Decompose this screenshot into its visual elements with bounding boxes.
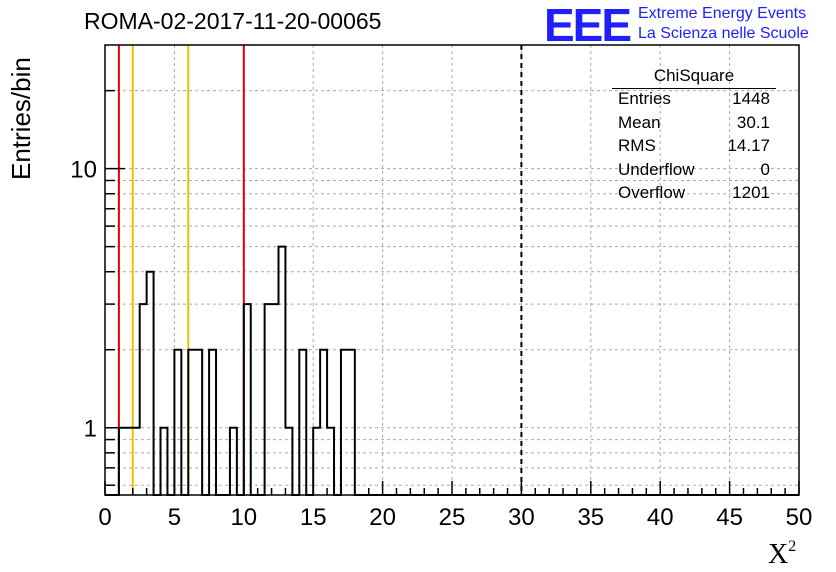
y-tick-label: 1 bbox=[84, 416, 97, 443]
x-tick-label: 5 bbox=[168, 504, 181, 531]
y-tick-label: 10 bbox=[70, 157, 97, 184]
axis-ticks bbox=[104, 89, 800, 495]
stats-box: ChiSquare Entries 1448 Mean 30.1 RMS 14.… bbox=[612, 66, 776, 207]
stats-label: Entries bbox=[618, 89, 671, 108]
x-tick-label: 25 bbox=[439, 504, 466, 531]
x-tick-label: 30 bbox=[508, 504, 535, 531]
logo-line-2: La Scienza nelle Scuole bbox=[638, 25, 809, 42]
axis-tick-labels: 0 5 10 15 20 25 30 35 40 45 50 1 10 bbox=[70, 157, 812, 531]
stats-label: Mean bbox=[618, 112, 661, 132]
eee-logo-text: Extreme Energy Events La Scienza nelle S… bbox=[638, 4, 809, 44]
stats-row-overflow: Overflow 1201 bbox=[612, 183, 776, 207]
x-tick-label: 35 bbox=[577, 504, 604, 531]
stats-label: Overflow bbox=[618, 183, 686, 202]
stats-value: 1448 bbox=[732, 89, 770, 108]
logo-line-1: Extreme Energy Events bbox=[638, 5, 807, 22]
x-tick-label: 50 bbox=[786, 504, 813, 531]
eee-logo: EEE bbox=[544, 0, 632, 51]
y-axis-label: Entries/bin bbox=[6, 57, 36, 180]
x-tick-label: 40 bbox=[647, 504, 674, 531]
stats-row-underflow: Underflow 0 bbox=[612, 160, 776, 184]
x-tick-label: 45 bbox=[716, 504, 743, 531]
stats-label: Underflow bbox=[618, 159, 695, 179]
stats-title: ChiSquare bbox=[612, 66, 776, 89]
stats-value: 1201 bbox=[732, 183, 770, 202]
x-axis-label: X2 bbox=[768, 538, 797, 570]
x-tick-label: 15 bbox=[300, 504, 327, 531]
stats-value: 30.1 bbox=[736, 112, 770, 132]
stats-value: 14.17 bbox=[727, 136, 770, 155]
x-tick-label: 0 bbox=[98, 504, 111, 531]
x-tick-label: 10 bbox=[230, 504, 257, 531]
stats-label: RMS bbox=[618, 136, 656, 155]
stats-row-entries: Entries 1448 bbox=[612, 89, 776, 113]
stats-value: 0 bbox=[760, 159, 770, 179]
chart-title: ROMA-02-2017-11-20-00065 bbox=[84, 8, 382, 34]
stats-row-rms: RMS 14.17 bbox=[612, 136, 776, 160]
stats-row-mean: Mean 30.1 bbox=[612, 113, 776, 137]
x-tick-label: 20 bbox=[369, 504, 396, 531]
